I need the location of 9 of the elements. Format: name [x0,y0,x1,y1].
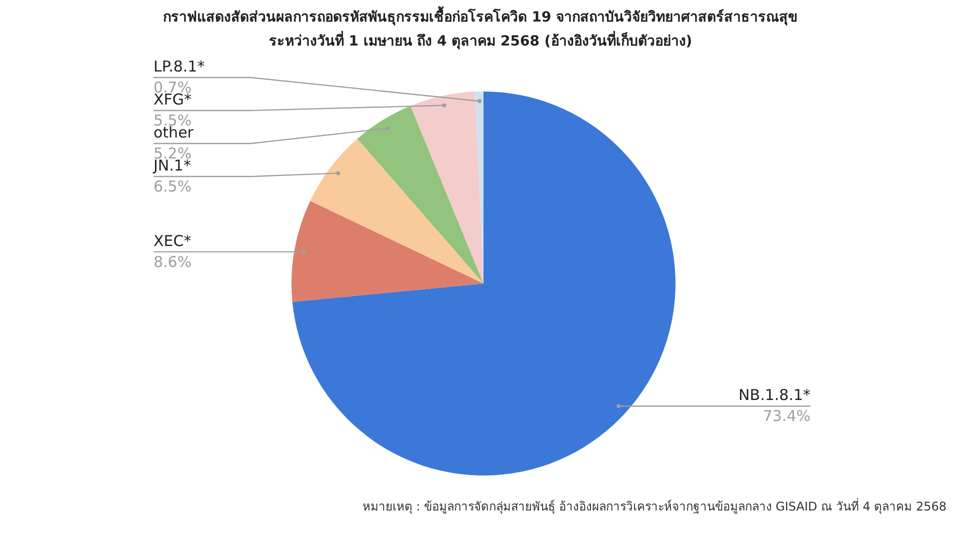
slice-label: XEC* [154,232,192,250]
text: หมายเหตุ : ข้อมูลการจัดกลุ่มสายพันธุ์ อ้างอิงผลการวิเคราะห์จากฐานข้อมูลกลาง GISAID ณ วันที่ 4 ตุลาคม 2568 [362,498,947,514]
chart-subtitle: ระหว่างวันที่ 1 เมษายน ถึง 4 ตุลาคม 2568 (อ้างอิงวันที่เก็บตัวอย่าง) [268,30,692,50]
slice-label: LP.8.1* [154,58,206,76]
data-label: 6.5% [154,178,192,196]
chart-title: กราฟแสดงสัดส่วนผลการถอดรหัสพันธุกรรมเชื้อก่อโรคโควิด 19 จากสถาบันวิจัยวิทยาศาสตร์สาธารณสุข [162,6,798,26]
data-label: 73.4% [762,407,811,426]
slice-label: NB.1.8.1* [738,386,811,404]
data-label: 8.6% [154,252,192,271]
